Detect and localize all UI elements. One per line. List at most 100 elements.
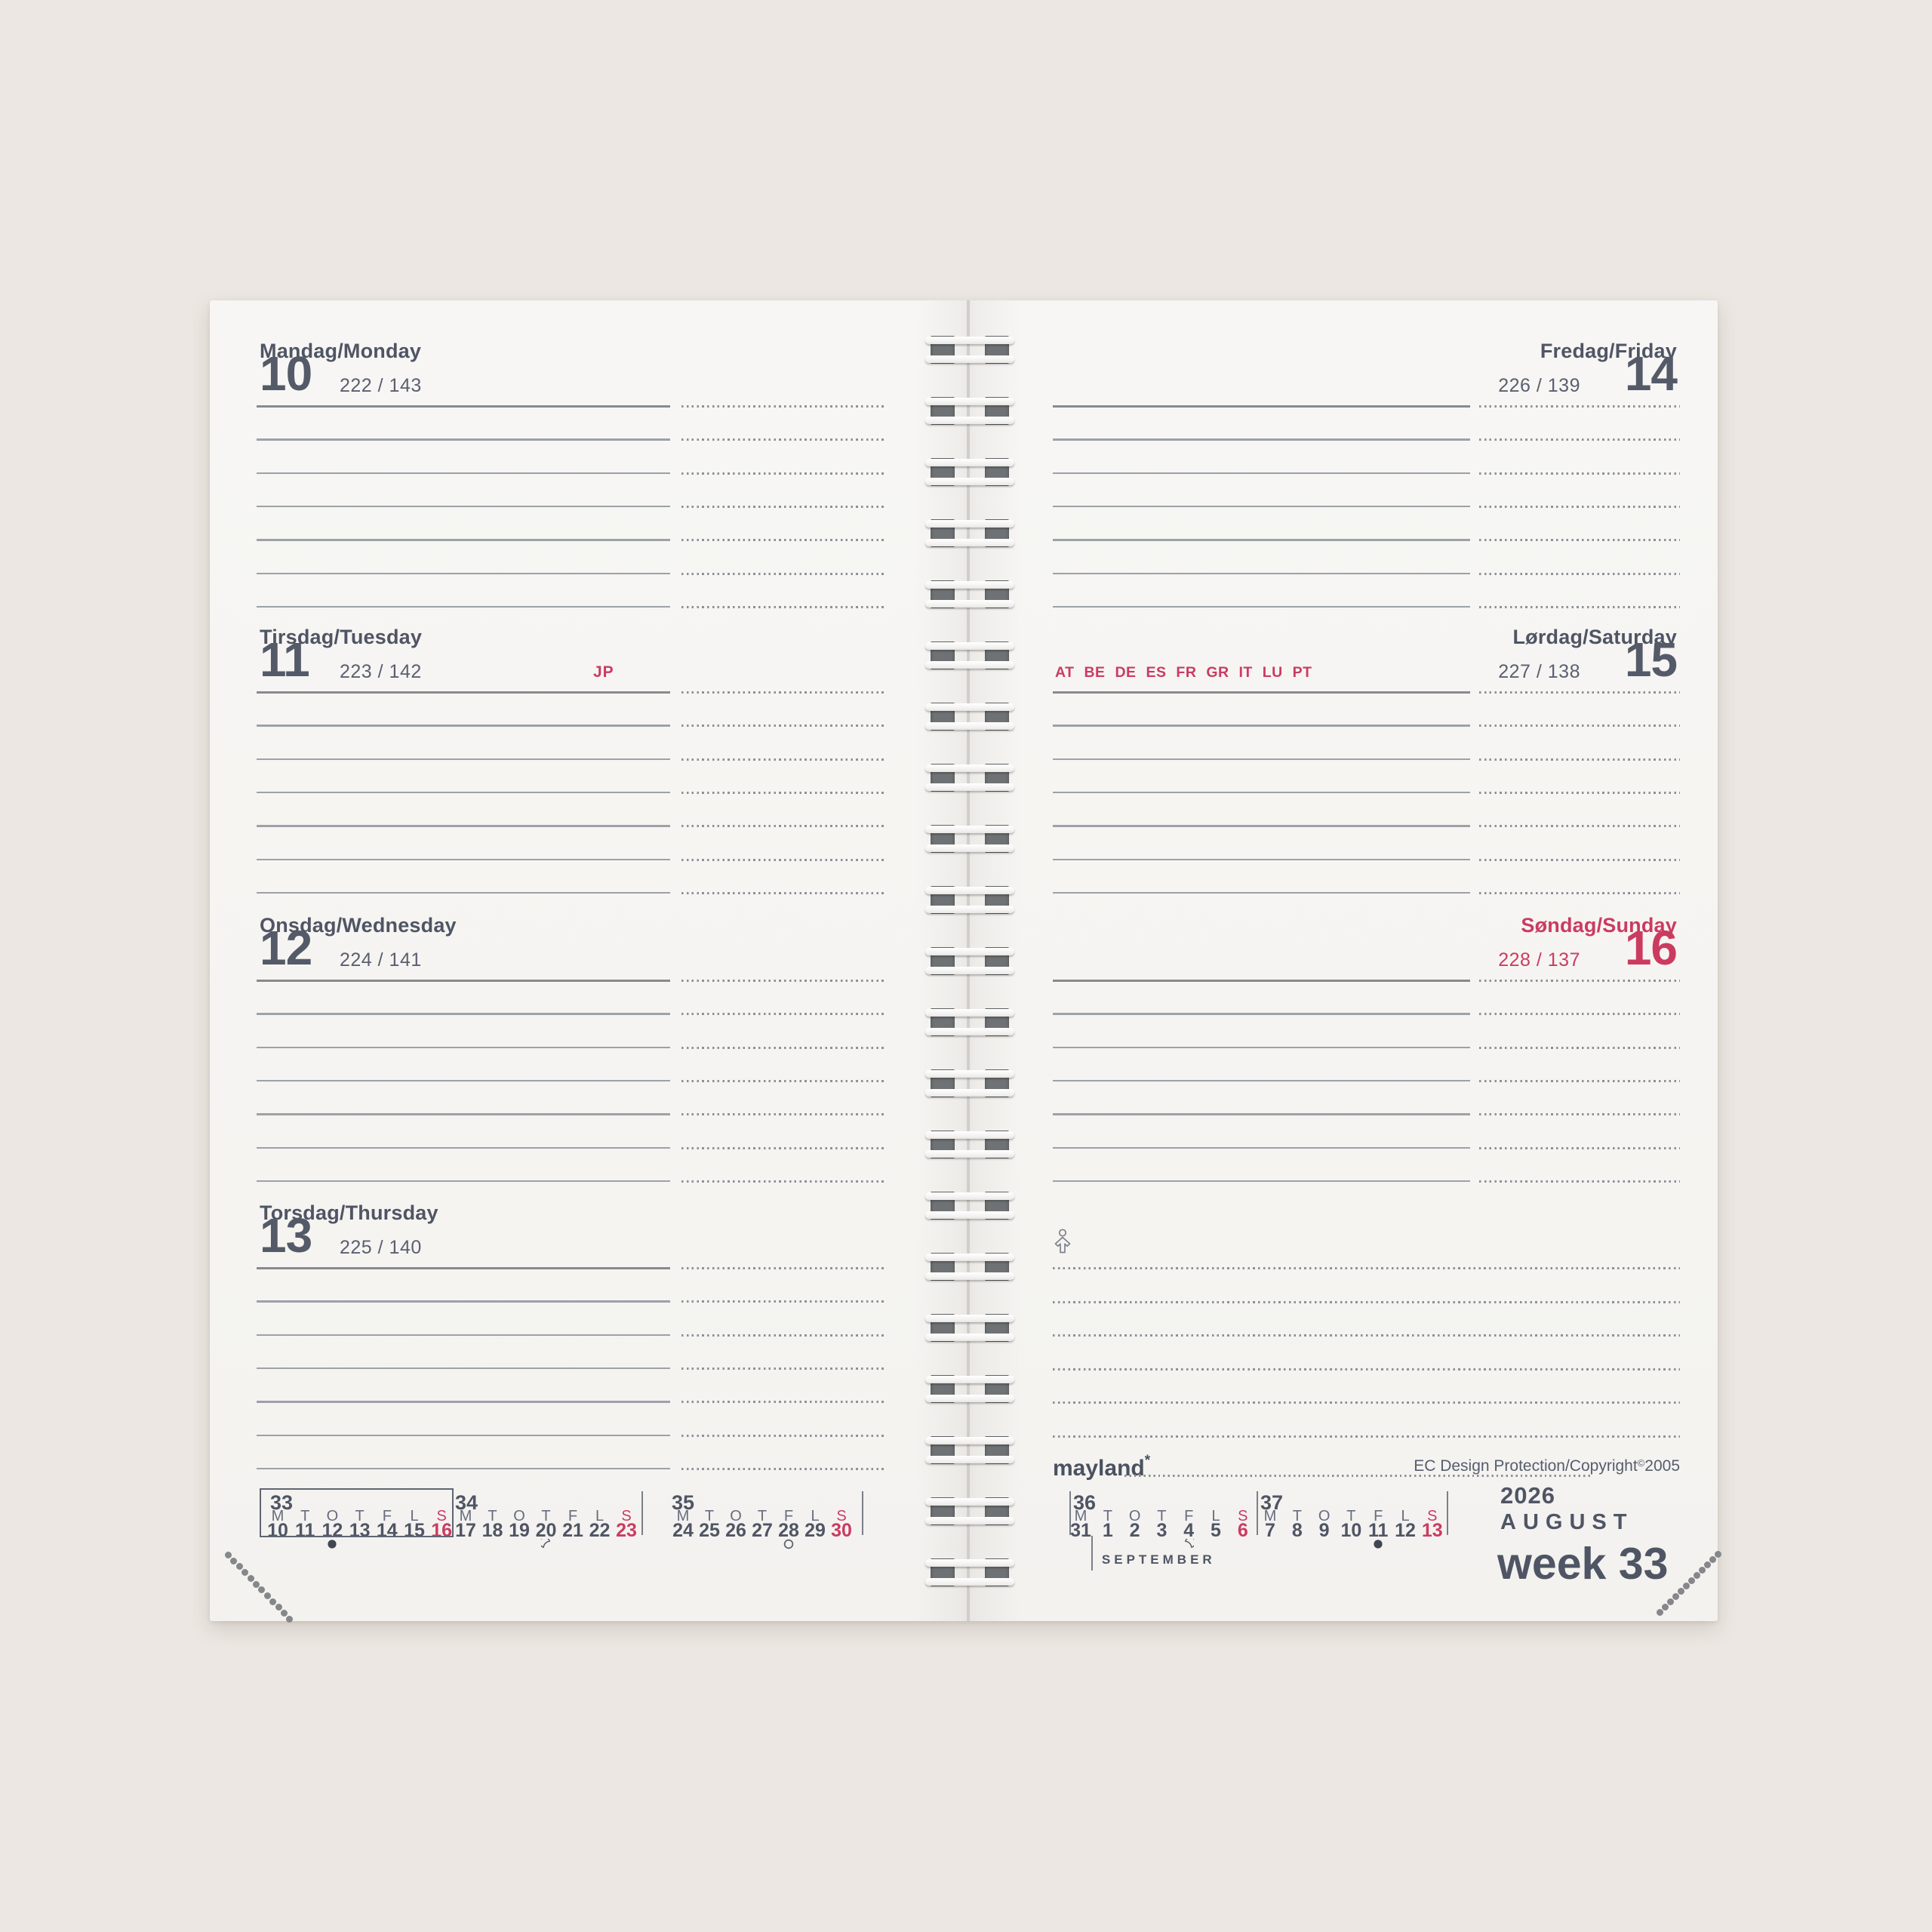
ruled-line (1053, 980, 1470, 983)
binding-wire (925, 1517, 1014, 1524)
ruled-line (257, 472, 670, 475)
binding-wire (925, 844, 1014, 852)
mini-calendar-day-letter: F (1374, 1508, 1383, 1524)
month-label: AUGUST (1500, 1510, 1634, 1534)
ruled-line (1053, 724, 1470, 727)
mini-calendar-date: 29 (804, 1520, 826, 1541)
mini-calendar-day-letter: O (1318, 1508, 1331, 1524)
binding-wire (925, 887, 1014, 894)
ruled-line (257, 691, 670, 694)
day-name-label: Torsdag/Thursday (260, 1201, 438, 1224)
planner-spread: Mandag/Monday 10 222 / 143 Tirsdag/Tuesday 1… (210, 300, 1721, 1623)
mini-calendar-date: 7 (1265, 1520, 1275, 1541)
perforation-dots-right (1688, 1577, 1695, 1584)
binding-wire (925, 1456, 1014, 1463)
mini-calendar-date: 3 (1156, 1520, 1168, 1541)
binding-loop (925, 1069, 1014, 1097)
ruled-line-dotted (1479, 791, 1680, 794)
mini-calendar-day-letter: F (1184, 1508, 1194, 1524)
mini-calendar-date: 11 (294, 1520, 315, 1541)
ruled-line (1053, 691, 1470, 694)
ruled-line (257, 539, 670, 541)
ruled-line (257, 1434, 670, 1437)
binding-wire (925, 1315, 1014, 1322)
perforation-dots-left (269, 1598, 277, 1605)
month-start-label: SEPTEMBER (1101, 1552, 1216, 1567)
mini-calendar-date: 13 (1421, 1520, 1443, 1541)
mini-calendar-date: 4 (1183, 1520, 1195, 1541)
month-start-divider (1091, 1536, 1093, 1571)
binding-loop (925, 1558, 1014, 1586)
week-word: week (1497, 1539, 1607, 1589)
week-number-label: week 33 (1497, 1538, 1668, 1589)
binding-wire (925, 783, 1014, 791)
copyright-main: EC Design Protection/Copyright (1414, 1457, 1638, 1475)
binding-loop (925, 825, 1014, 853)
ruled-line (257, 1046, 670, 1049)
ruled-line-dotted (681, 438, 887, 441)
ruled-line-dotted (1479, 438, 1680, 441)
binding-wire (925, 459, 1014, 466)
binding-wire (925, 1211, 1014, 1219)
notes-dotted-line (1053, 1401, 1680, 1404)
ruled-line-dotted (1479, 1013, 1680, 1016)
binding-wire (925, 1395, 1014, 1402)
day-of-year-count: 225 / 140 (340, 1237, 422, 1258)
binding-wire (925, 967, 1014, 974)
binding-wire (925, 398, 1014, 405)
mini-calendar-day-letter: F (783, 1508, 794, 1524)
notes-dotted-line (1053, 1367, 1680, 1371)
binding-wire (925, 1334, 1014, 1341)
notes-dotted-line (1053, 1267, 1680, 1269)
moon-phase-icon-first_quarter (538, 1537, 552, 1549)
ruled-line-dotted (1479, 1146, 1680, 1149)
day-name-label: Lørdag/Saturday (1512, 626, 1677, 648)
binding-loop (925, 1131, 1014, 1158)
binding-wire (925, 539, 1014, 546)
binding-wire (925, 1131, 1014, 1139)
day-date-number: 13 (260, 1208, 312, 1263)
ruled-line (1053, 1013, 1470, 1015)
ruled-line-dotted (681, 1146, 887, 1149)
perforation-dots-left (225, 1552, 232, 1558)
ruled-line-dotted (681, 758, 887, 761)
mini-calendar-date: 31 (1070, 1520, 1091, 1541)
binding-wire (925, 826, 1014, 833)
binding-wire (925, 764, 1014, 772)
ruled-line-dotted (681, 1267, 887, 1269)
current-week-box (260, 1488, 454, 1537)
mini-calendar-date: 28 (778, 1520, 799, 1541)
ruled-line (257, 1146, 670, 1149)
ruled-line (257, 1300, 670, 1303)
ruled-line-dotted (681, 691, 887, 694)
mini-calendar-date: 5 (1211, 1520, 1221, 1541)
ruled-line (1053, 825, 1470, 827)
binding-wire (925, 581, 1014, 589)
mini-calendar-date: 13 (349, 1520, 371, 1541)
binding-wire (925, 948, 1014, 955)
day-name-label: Onsdag/Wednesday (260, 914, 457, 937)
binding-wire (925, 661, 1014, 669)
perforation-dots-left (263, 1592, 271, 1599)
perforation-dots-left (242, 1569, 249, 1577)
perforation-dots-right (1699, 1567, 1706, 1574)
binding-loop (925, 1314, 1014, 1342)
binding-wire (925, 520, 1014, 528)
perforation-dots-left (286, 1615, 294, 1623)
ruled-line (257, 1467, 670, 1470)
mini-calendar-day-letter: S (1427, 1508, 1438, 1524)
ruled-line-dotted (1479, 572, 1680, 575)
mini-calendar-divider (1447, 1491, 1448, 1535)
ruled-line-dotted (681, 405, 887, 408)
binding-wire (925, 1272, 1014, 1280)
binding-wire (925, 722, 1014, 730)
binding-wire (925, 478, 1014, 485)
day-date-number: 15 (1624, 632, 1678, 687)
mini-calendar-date: 1 (1102, 1520, 1113, 1541)
ruled-line-dotted (681, 505, 887, 508)
day-date-number: 16 (1624, 921, 1678, 975)
binding-wire (925, 417, 1014, 424)
perforation-dots-left (230, 1557, 238, 1564)
ruled-line-dotted (681, 1467, 887, 1470)
binding-loop (925, 703, 1014, 731)
